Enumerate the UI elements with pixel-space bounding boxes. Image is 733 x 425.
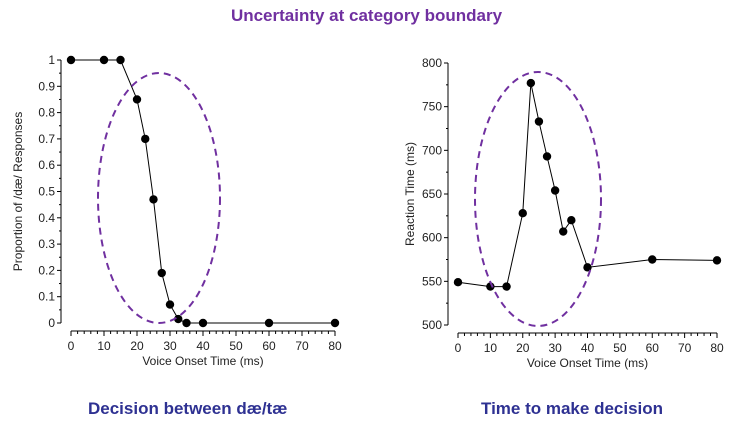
right-caption: Time to make decision xyxy=(481,399,664,418)
data-point xyxy=(330,318,340,328)
y-tick-label: 0.4 xyxy=(38,211,55,225)
data-point xyxy=(534,117,544,126)
x-tick-label: 70 xyxy=(295,339,309,353)
x-axis-title: Voice Onset Time (ms) xyxy=(527,356,648,370)
y-tick-label: 0.2 xyxy=(38,263,55,277)
y-tick-label: 750 xyxy=(422,100,442,114)
left-caption: Decision between dæ/tæ xyxy=(88,399,288,418)
data-point xyxy=(542,152,552,161)
highlight-ellipse xyxy=(474,71,602,327)
data-point xyxy=(712,256,722,265)
x-tick-label: 0 xyxy=(455,341,462,355)
x-tick-label: 20 xyxy=(516,341,530,355)
y-tick-label: 0.8 xyxy=(38,106,55,120)
data-point xyxy=(116,55,125,65)
x-tick-label: 50 xyxy=(613,341,627,355)
y-axis-title: Reaction Time (ms) xyxy=(403,142,417,246)
left-chart: 00.10.20.30.40.50.60.70.80.910 10 20 30 40 50… xyxy=(11,53,342,368)
data-point xyxy=(157,268,166,278)
x-tick-label: 0 xyxy=(68,339,75,353)
data-point xyxy=(149,195,158,204)
y-axis-title: Proportion of /dæ/ Responses xyxy=(11,112,25,271)
data-point xyxy=(264,318,274,328)
x-tick-label: 60 xyxy=(646,341,660,355)
highlight-ellipse xyxy=(97,72,221,324)
y-tick-label: 550 xyxy=(422,274,442,288)
data-point xyxy=(518,209,527,218)
y-tick-label: 0.6 xyxy=(38,158,55,172)
data-point xyxy=(165,300,175,309)
data-point xyxy=(66,55,76,65)
data-point xyxy=(132,95,142,104)
y-tick-label: 0.5 xyxy=(38,185,55,199)
x-tick-label: 10 xyxy=(97,339,111,353)
series-line xyxy=(457,82,718,288)
data-point xyxy=(174,314,183,324)
data-point xyxy=(141,134,150,144)
x-tick-label: 50 xyxy=(229,339,243,353)
x-tick-label: 10 xyxy=(484,341,498,355)
data-point xyxy=(526,78,536,88)
y-tick-label: 0.7 xyxy=(38,132,55,146)
data-point xyxy=(550,186,560,195)
data-point xyxy=(502,282,511,291)
x-tick-label: 20 xyxy=(130,339,144,353)
data-point xyxy=(99,55,109,65)
y-tick-label: 650 xyxy=(422,187,442,201)
x-tick-label: 70 xyxy=(678,341,692,355)
y-tick-label: 0.1 xyxy=(38,290,55,304)
y-tick-label: 0 xyxy=(48,316,55,330)
x-tick-label: 60 xyxy=(262,339,276,353)
y-tick-label: 0.9 xyxy=(38,79,55,93)
data-point xyxy=(567,216,576,225)
right-chart: 500 550 600 650 700 750 800 0 10 20 30 40 50 60 70 80 Vo… xyxy=(403,56,724,370)
y-tick-label: 800 xyxy=(422,56,442,70)
y-tick-label: 0.3 xyxy=(38,237,55,251)
x-tick-label: 30 xyxy=(548,341,562,355)
x-tick-label: 80 xyxy=(710,341,724,355)
chart-title: Uncertainty at category boundary xyxy=(230,6,503,25)
x-axis-title: Voice Onset Time (ms) xyxy=(142,354,263,368)
y-tick-label: 700 xyxy=(422,143,442,157)
data-point xyxy=(583,263,592,272)
data-point xyxy=(648,255,657,264)
data-point xyxy=(559,227,568,236)
data-point xyxy=(453,278,463,287)
y-tick-label: 600 xyxy=(422,231,442,245)
data-point xyxy=(182,318,191,328)
y-tick-label: 1 xyxy=(48,53,55,67)
x-tick-label: 40 xyxy=(581,341,595,355)
y-tick-label: 500 xyxy=(422,318,442,332)
x-tick-label: 80 xyxy=(328,339,342,353)
x-tick-label: 40 xyxy=(196,339,210,353)
x-tick-label: 30 xyxy=(163,339,177,353)
data-point xyxy=(198,318,208,328)
